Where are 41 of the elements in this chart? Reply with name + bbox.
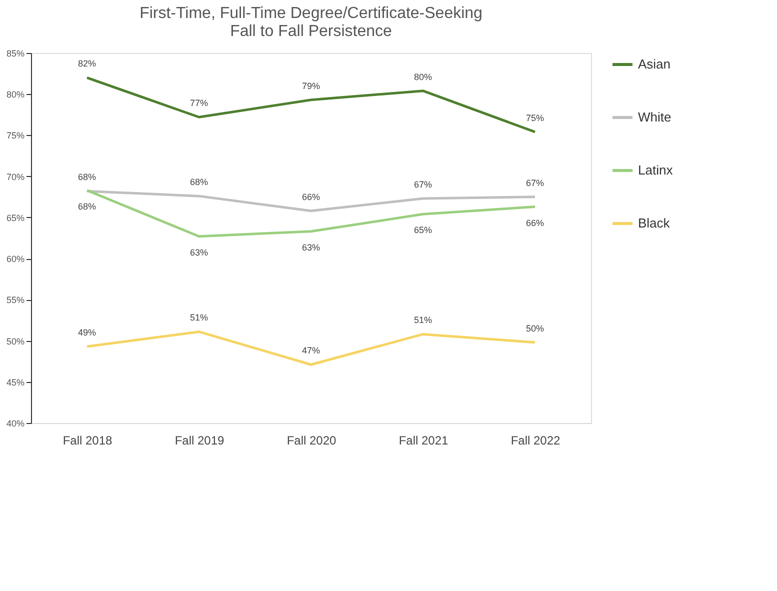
- legend-label: Asian: [638, 56, 671, 72]
- data-label: 77%: [190, 98, 208, 108]
- data-label: 68%: [78, 172, 96, 182]
- x-tick-label: Fall 2020: [286, 434, 337, 448]
- data-label: 66%: [526, 218, 544, 228]
- data-label: 82%: [78, 58, 96, 69]
- data-label: 75%: [526, 112, 544, 123]
- y-tick-label: 85%: [6, 48, 24, 58]
- x-tick-label: Fall 2019: [174, 434, 225, 448]
- y-tick-label: 50%: [6, 336, 24, 346]
- y-tick-label: 75%: [6, 130, 24, 141]
- x-tick-label: Fall 2022: [510, 434, 561, 448]
- data-label: 51%: [190, 312, 208, 323]
- data-label: 51%: [414, 315, 432, 326]
- y-tick-label: 70%: [6, 172, 24, 182]
- data-label: 66%: [302, 192, 320, 202]
- data-label: 49%: [78, 328, 96, 338]
- legend-label: White: [638, 110, 672, 124]
- data-label: 67%: [414, 180, 432, 190]
- y-tick-label: 40%: [6, 418, 24, 428]
- y-tick-label: 80%: [6, 90, 24, 100]
- data-label: 68%: [190, 177, 208, 188]
- data-label: 67%: [526, 178, 544, 188]
- legend-label: Black: [638, 216, 670, 230]
- data-label: 63%: [190, 247, 208, 258]
- data-label: 68%: [78, 201, 96, 212]
- y-tick-label: 45%: [6, 377, 24, 388]
- data-label: 79%: [302, 80, 320, 91]
- text: Fall to Fall Persistence: [230, 23, 392, 40]
- text: First-Time, Full-Time Degree/Certificate-Seeking: [140, 5, 482, 22]
- y-tick-label: 60%: [6, 254, 24, 264]
- data-label: 63%: [302, 242, 320, 252]
- x-tick-label: Fall 2018: [62, 434, 113, 448]
- data-label: 50%: [526, 323, 544, 334]
- legend-label: Latinx: [638, 162, 674, 178]
- y-tick-label: 65%: [6, 212, 24, 223]
- y-tick-label: 55%: [6, 295, 24, 306]
- x-tick-label: Fall 2021: [398, 434, 449, 448]
- data-label: 47%: [302, 346, 320, 356]
- data-label: 65%: [414, 225, 432, 236]
- data-label: 80%: [414, 72, 432, 82]
